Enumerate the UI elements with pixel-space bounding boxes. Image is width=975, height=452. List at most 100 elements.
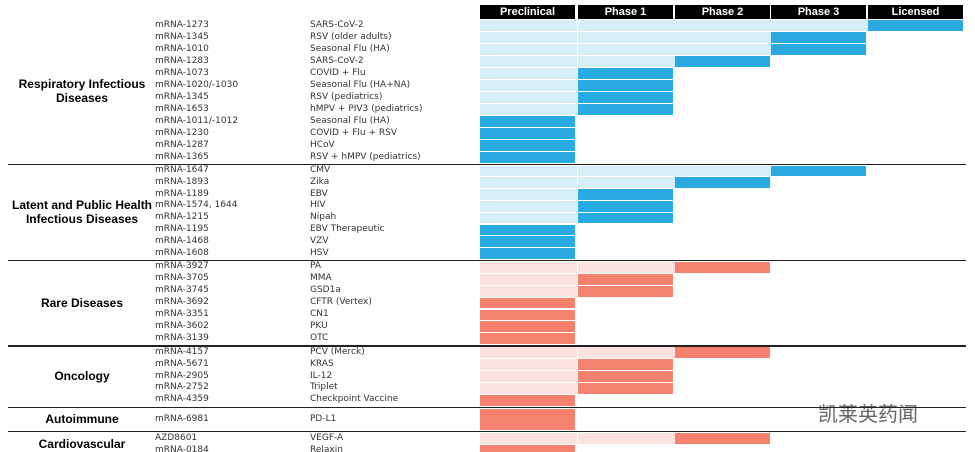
stage-bar (578, 103, 673, 115)
group-label: Respiratory Infectious Diseases (18, 77, 146, 105)
stage-fill (480, 55, 577, 67)
program-id: mRNA-2752 (155, 382, 209, 393)
indication: VZV (310, 235, 329, 246)
stage-fill (480, 79, 577, 91)
program-id: mRNA-1010 (155, 44, 209, 54)
stage-bar (675, 55, 770, 67)
stage-bar (675, 432, 770, 444)
stage-fill (675, 165, 772, 177)
stage-fill (578, 347, 675, 359)
indication: GSD1a (310, 285, 341, 296)
indication: SARS-CoV-2 (310, 56, 364, 66)
stage-bar (480, 224, 575, 236)
indication: Seasonal Flu (HA+NA) (310, 80, 411, 90)
stage-fill (480, 347, 577, 359)
program-id: mRNA-1647 (155, 165, 209, 175)
indication: CMV (310, 165, 331, 175)
indication: CN1 (310, 309, 329, 319)
indication: Seasonal Flu (HA) (310, 44, 390, 54)
program-id: mRNA-3602 (155, 320, 209, 331)
program-id: mRNA-1287 (155, 140, 209, 150)
program-id: mRNA-3351 (155, 309, 209, 319)
indication: COVID + Flu (310, 68, 366, 78)
indication: Checkpoint Vaccine (310, 394, 399, 405)
indication: EBV (310, 188, 328, 199)
stage-bar (578, 212, 673, 224)
phase-header: Preclinical (480, 5, 575, 19)
stage-bar (771, 31, 866, 43)
group-label: Cardiovascular (38, 437, 126, 452)
indication: COVID + Flu + RSV (310, 128, 397, 138)
program-id: mRNA-3927 (155, 261, 209, 272)
program-id: AZD8601 (155, 433, 198, 444)
group-separator (8, 406, 966, 409)
stage-bar (480, 297, 575, 309)
stage-bar (578, 285, 673, 297)
stage-bar (480, 321, 575, 333)
stage-bar (578, 67, 673, 79)
stage-fill (480, 91, 577, 103)
watermark: 凯莱英药闻 (818, 402, 918, 426)
stage-fill (480, 359, 577, 370)
stage-fill (480, 432, 577, 444)
stage-fill (480, 261, 577, 273)
stage-fill (578, 19, 675, 31)
stage-fill (480, 67, 577, 79)
group-label: Rare Diseases (40, 296, 124, 311)
indication: HIV (310, 200, 326, 211)
stage-bar (480, 139, 575, 151)
stage-fill (480, 189, 577, 200)
indication: KRAS (310, 358, 334, 369)
program-id: mRNA-4157 (155, 346, 209, 357)
stage-fill (480, 212, 577, 224)
group-separator (8, 259, 966, 262)
program-id: mRNA-1283 (155, 56, 209, 66)
stage-bar (480, 127, 575, 139)
program-id: mRNA-2905 (155, 370, 209, 381)
indication: Seasonal Flu (HA) (310, 116, 390, 126)
stage-bar (480, 333, 575, 345)
program-id: mRNA-0184 (155, 445, 209, 452)
stage-fill (480, 177, 577, 189)
program-id: mRNA-1653 (155, 104, 209, 114)
group-label: Latent and Public Health Infectious Dise… (12, 198, 153, 227)
indication: Zika (310, 176, 330, 187)
stage-bar (578, 189, 673, 200)
stage-bar (578, 359, 673, 370)
group-separator (8, 430, 966, 433)
phase-header: Phase 1 (578, 5, 673, 19)
phase-header: Licensed (868, 5, 963, 19)
indication: PCV (Merck) (310, 346, 365, 357)
indication: Relaxin (310, 445, 343, 452)
program-id: mRNA-5671 (155, 358, 209, 369)
stage-fill (675, 19, 772, 31)
stage-fill (480, 43, 577, 55)
indication: PKU (310, 320, 328, 331)
program-id: mRNA-1273 (155, 20, 209, 30)
stage-fill (578, 43, 675, 55)
stage-fill (675, 43, 772, 55)
stage-bar (771, 165, 866, 177)
stage-fill (480, 165, 577, 177)
stage-bar (480, 408, 575, 430)
indication: SARS-CoV-2 (310, 20, 364, 30)
indication: RSV + hMPV (pediatrics) (310, 152, 421, 162)
indication: PD-L1 (310, 414, 337, 425)
stage-bar (480, 394, 575, 406)
program-id: mRNA-3692 (155, 297, 209, 308)
program-id: mRNA-1468 (155, 235, 209, 246)
stage-bar (578, 200, 673, 212)
stage-fill (578, 165, 675, 177)
stage-bar (480, 444, 575, 452)
stage-bar (675, 347, 770, 359)
group-label: Autoimmune (45, 412, 119, 427)
stage-bar (480, 151, 575, 163)
indication: VEGF-A (310, 433, 344, 444)
stage-bar (578, 382, 673, 394)
program-id: mRNA-1020/-1030 (155, 80, 239, 90)
program-id: mRNA-1189 (155, 188, 209, 199)
program-id: mRNA-1195 (155, 224, 209, 234)
stage-fill (480, 200, 577, 212)
indication: HCoV (310, 140, 335, 150)
